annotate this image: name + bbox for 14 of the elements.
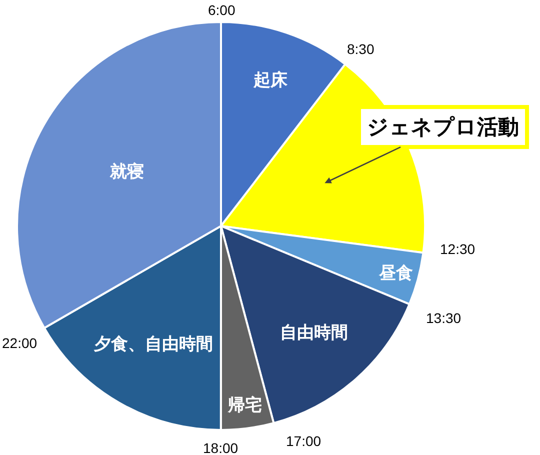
slice-label: 起床 <box>252 70 289 90</box>
text: 22:00 <box>2 335 38 351</box>
text: 17:00 <box>286 433 322 449</box>
slice-label: ジェネプロ活動 <box>367 115 519 139</box>
text: 6:00 <box>208 2 236 18</box>
slice-label: 自由時間 <box>280 322 348 342</box>
text: 8:30 <box>347 41 374 57</box>
slice-label: 帰宅 <box>226 395 262 414</box>
slice-label: 昼食 <box>378 263 413 282</box>
text: 12:30 <box>440 241 476 257</box>
slice-label: 夕食、自由時間 <box>92 334 213 354</box>
text: 18:00 <box>203 440 238 455</box>
slice-label: 就寝 <box>108 162 144 181</box>
text: 13:30 <box>426 310 462 326</box>
